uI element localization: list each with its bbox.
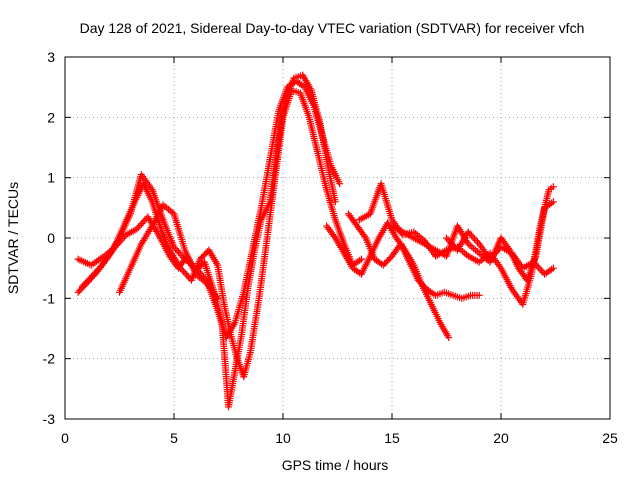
data-point-marker xyxy=(361,232,369,240)
data-point-marker xyxy=(472,237,480,245)
series-track-7 xyxy=(355,180,557,308)
series-track-4 xyxy=(116,201,222,302)
data-point-marker xyxy=(113,241,121,249)
data-point-marker xyxy=(133,225,141,233)
data-point-marker xyxy=(180,268,188,276)
data-point-marker xyxy=(111,243,119,251)
data-point-marker xyxy=(536,265,544,273)
x-tick-label: 0 xyxy=(61,430,69,446)
data-point-marker xyxy=(537,267,545,275)
data-point-marker xyxy=(533,262,541,270)
data-point-marker xyxy=(489,252,497,260)
x-tick-label: 5 xyxy=(170,430,178,446)
chart-title: Day 128 of 2021, Sidereal Day-to-day VTE… xyxy=(80,20,585,36)
data-point-marker xyxy=(491,250,499,258)
data-point-marker xyxy=(443,234,450,242)
data-point-marker xyxy=(336,180,344,188)
data-markers xyxy=(74,71,557,411)
data-point-marker xyxy=(449,241,457,249)
data-point-marker xyxy=(184,273,192,281)
data-point-marker xyxy=(549,183,557,191)
x-tick-label: 25 xyxy=(602,430,618,446)
data-point-marker xyxy=(175,248,183,256)
data-point-marker xyxy=(119,234,127,242)
data-point-marker xyxy=(92,268,100,276)
x-tick-label: 15 xyxy=(384,430,400,446)
data-point-marker xyxy=(492,248,500,256)
data-point-marker xyxy=(534,263,542,271)
y-tick-label: 3 xyxy=(47,49,55,65)
data-point-marker xyxy=(116,238,124,246)
data-point-marker xyxy=(97,263,105,271)
data-point-marker xyxy=(95,265,103,273)
series-track-6 xyxy=(344,210,483,302)
series-track-9 xyxy=(443,228,557,278)
x-axis-title: GPS time / hours xyxy=(282,457,389,473)
data-point-marker xyxy=(486,255,494,263)
data-point-marker xyxy=(89,271,97,279)
data-point-marker xyxy=(488,253,496,261)
y-axis-title: SDTVAR / TECUs xyxy=(5,182,21,294)
data-point-marker xyxy=(93,266,101,274)
data-point-marker xyxy=(86,275,94,283)
data-point-marker xyxy=(447,239,455,247)
data-point-marker xyxy=(464,228,472,236)
data-point-marker xyxy=(530,258,538,266)
y-tick-label: -1 xyxy=(43,290,56,306)
data-point-marker xyxy=(181,269,189,277)
data-point-marker xyxy=(469,233,477,241)
data-point-marker xyxy=(172,245,180,253)
series-track-1 xyxy=(74,77,344,342)
data-point-marker xyxy=(549,198,557,206)
data-point-marker xyxy=(331,198,339,206)
data-point-marker xyxy=(90,270,98,278)
data-point-marker xyxy=(494,246,502,254)
data-point-marker xyxy=(330,232,338,240)
data-point-marker xyxy=(176,250,184,258)
data-point-marker xyxy=(183,271,191,279)
data-point-marker xyxy=(214,294,222,302)
data-point-marker xyxy=(475,291,483,299)
y-tick-label: 0 xyxy=(47,230,55,246)
data-point-marker xyxy=(87,273,95,281)
data-point-marker xyxy=(471,235,479,243)
y-tick-label: -2 xyxy=(43,351,56,367)
data-point-marker xyxy=(466,230,474,238)
data-point-marker xyxy=(446,237,454,245)
axis-ticks: 0 5 10 15 20 25 -3 -2 -1 0 1 2 3 xyxy=(43,49,618,446)
data-point-marker xyxy=(549,264,557,272)
y-tick-label: 1 xyxy=(47,170,55,186)
data-point-marker xyxy=(134,223,142,231)
data-point-marker xyxy=(173,246,181,254)
data-point-marker xyxy=(138,220,146,228)
data-point-marker xyxy=(136,222,144,230)
data-point-marker xyxy=(467,231,475,239)
series-track-3 xyxy=(74,71,339,411)
y-tick-label: -3 xyxy=(43,411,56,427)
data-point-marker xyxy=(531,260,539,268)
data-point-marker xyxy=(444,236,452,244)
data-point-marker xyxy=(117,236,125,244)
data-point-marker xyxy=(114,240,122,248)
data-point-marker xyxy=(170,243,178,251)
y-tick-label: 2 xyxy=(47,109,55,125)
data-point-marker xyxy=(445,334,453,342)
data-point-marker xyxy=(357,255,365,263)
data-point-marker xyxy=(139,218,147,226)
x-tick-label: 10 xyxy=(275,430,291,446)
x-tick-label: 20 xyxy=(493,430,509,446)
data-point-marker xyxy=(474,238,482,246)
